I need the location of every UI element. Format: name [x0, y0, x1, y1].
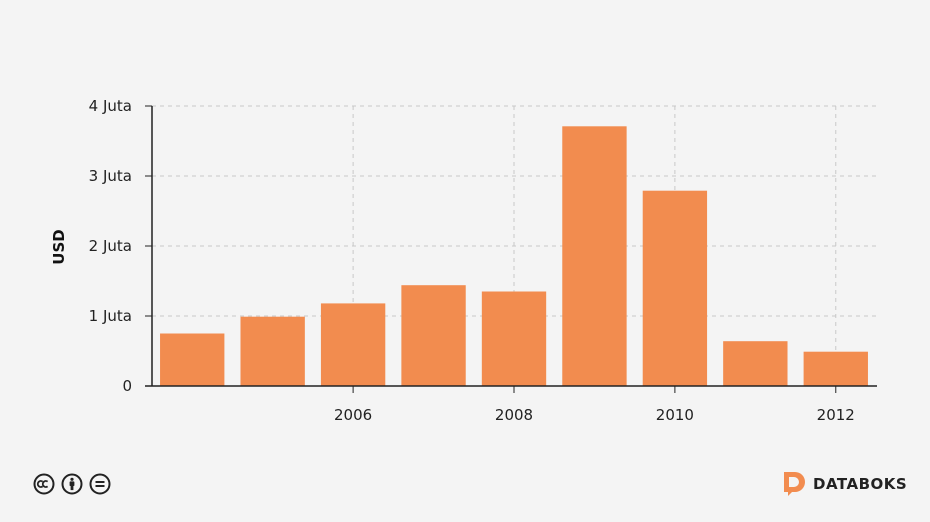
x-tick-label: 2006 — [334, 406, 372, 424]
bar — [401, 285, 466, 386]
x-tick-label: 2008 — [495, 406, 533, 424]
brand-logo: DATABOKS — [782, 471, 907, 497]
bar — [481, 291, 547, 386]
nd-icon — [89, 473, 111, 495]
by-icon — [61, 473, 83, 495]
x-tick-label: 2012 — [817, 406, 855, 424]
bars — [160, 126, 868, 387]
y-tick-label: 1 Juta — [89, 307, 132, 325]
bar — [240, 316, 305, 386]
x-tick-labels: 2006 2008 2010 2012 — [334, 406, 855, 424]
bar — [160, 333, 225, 386]
y-axis-title: USD — [50, 229, 68, 264]
y-tick-label: 3 Juta — [89, 167, 132, 185]
bar — [723, 341, 788, 386]
y-tick-label: 2 Juta — [89, 237, 132, 255]
bar — [642, 190, 708, 386]
bar — [803, 351, 868, 386]
brand-name: DATABOKS — [813, 475, 908, 493]
axes — [145, 105, 877, 393]
bar — [562, 126, 627, 387]
y-tick-labels: 0 1 Juta 2 Juta 3 Juta 4 Juta — [89, 97, 132, 395]
bar — [320, 303, 386, 386]
cc-icon — [33, 473, 55, 495]
y-tick-label: 0 — [122, 377, 132, 395]
x-tick-label: 2010 — [656, 406, 694, 424]
databoks-logo-icon — [784, 472, 805, 496]
y-tick-label: 4 Juta — [89, 97, 132, 115]
license-icons — [33, 473, 111, 495]
